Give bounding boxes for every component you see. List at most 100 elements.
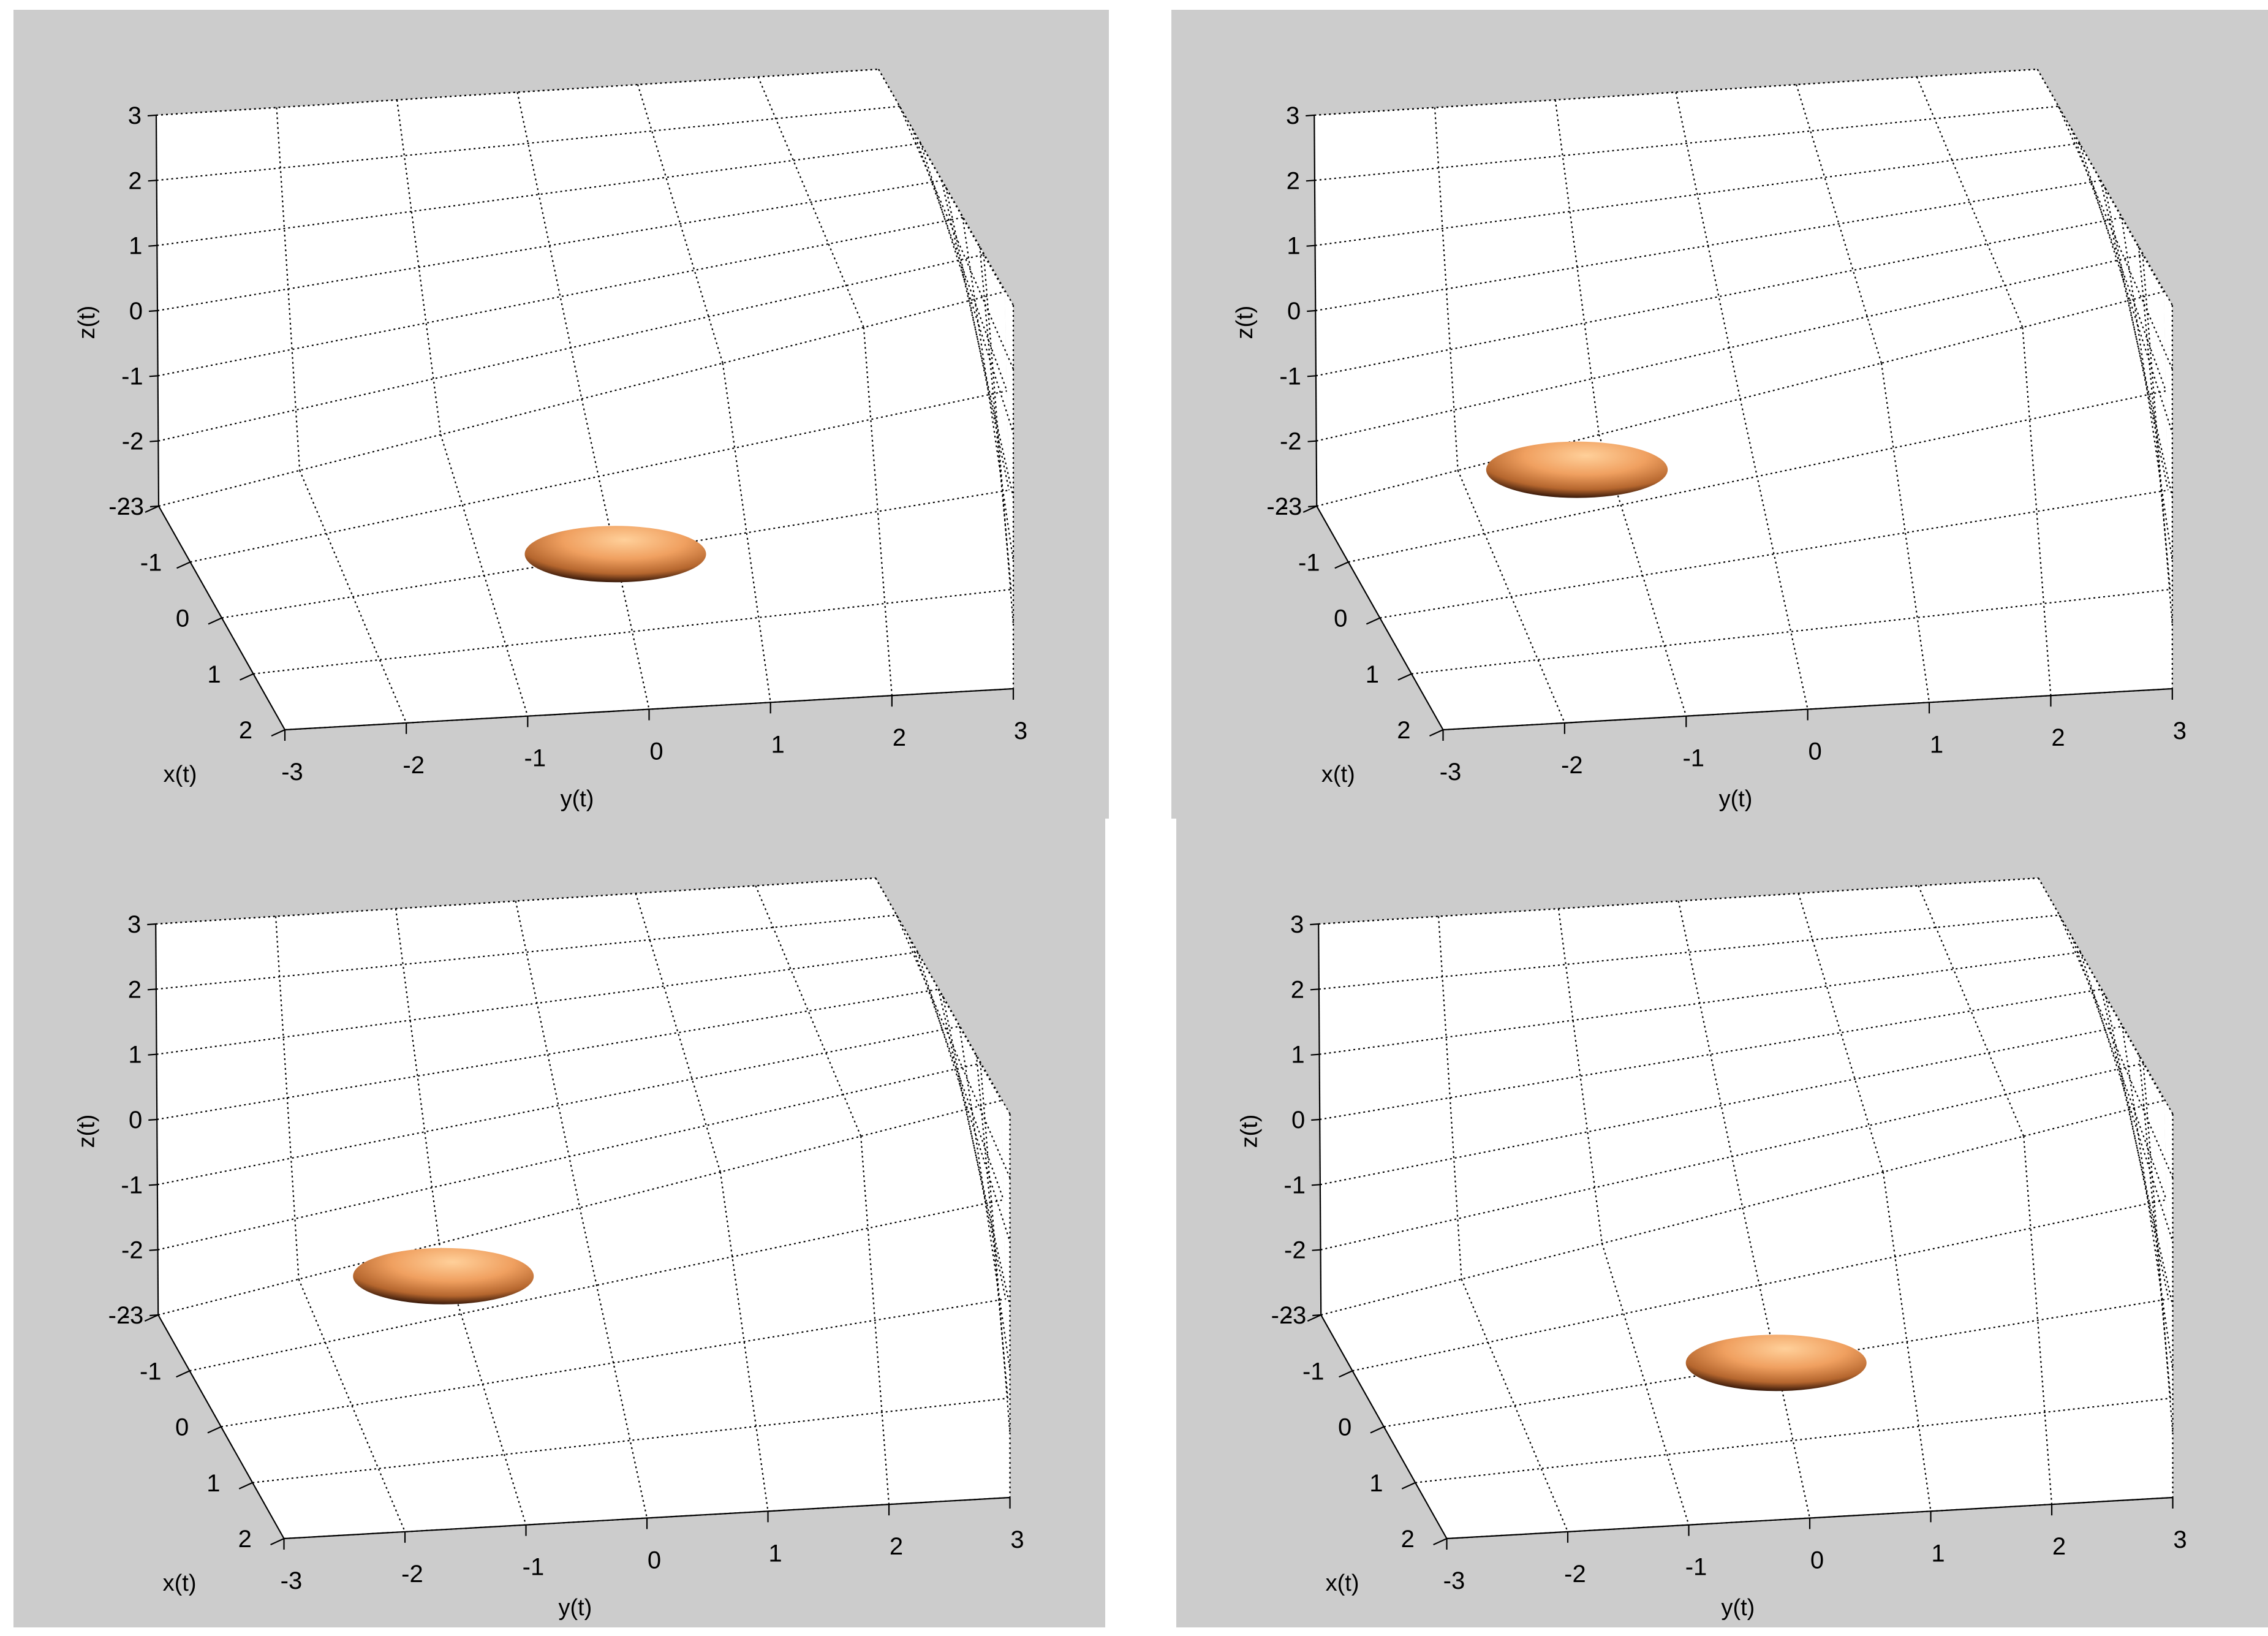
edge-back-top xyxy=(156,68,879,116)
edge-right-top xyxy=(875,877,1011,1115)
floor-grid-x xyxy=(189,1199,1004,1372)
floor-grid-y xyxy=(1601,1243,1690,1525)
back-wall-grid-y xyxy=(1675,92,1741,400)
z-tick-mark xyxy=(1310,988,1319,991)
right-wall-grid-z xyxy=(2142,1063,2174,1434)
x-tick-mark xyxy=(1339,1370,1353,1378)
back-wall-grid-z xyxy=(157,1062,981,1251)
y-tick-label: 0 xyxy=(1809,738,1822,765)
z-tick-label: -1 xyxy=(121,1172,143,1199)
right-wall-grid-z xyxy=(917,952,1011,1243)
x-tick-mark xyxy=(1429,729,1443,737)
x-tick-label: 2 xyxy=(1397,717,1410,744)
x-tick-label: -2 xyxy=(1266,493,1288,520)
z-axis-label: z(t) xyxy=(1237,1115,1263,1148)
x-tick-mark xyxy=(145,505,159,513)
z-tick-label: 1 xyxy=(129,233,142,260)
z-tick-label: 3 xyxy=(128,102,142,129)
z-tick-label: -1 xyxy=(1283,1172,1306,1199)
back-wall-grid-z xyxy=(156,951,918,1055)
x-tick-label: -1 xyxy=(140,1358,162,1385)
back-wall-grid-z xyxy=(1319,951,2081,1055)
floor xyxy=(159,292,1013,730)
z-tick-label: 1 xyxy=(128,1042,142,1069)
back-wall-grid-z xyxy=(1320,1025,2123,1186)
back-wall-grid-z xyxy=(158,254,984,442)
floor xyxy=(1321,1100,2173,1539)
x-tick-label: -1 xyxy=(140,549,162,576)
ellipsoid-point xyxy=(1486,441,1668,498)
x-tick-mark xyxy=(1370,1426,1385,1434)
x-tick-mark xyxy=(208,617,222,625)
back-wall-grid-z xyxy=(156,914,897,990)
y-tick-label: 2 xyxy=(890,1533,903,1560)
back-wall-grid-z xyxy=(156,105,900,181)
z-tick-mark xyxy=(1312,1249,1321,1251)
y-tick-label: -1 xyxy=(1685,1554,1707,1581)
floor-grid-y xyxy=(1880,363,1930,703)
z-tick-mark xyxy=(148,1184,157,1186)
x-axis-label: x(t) xyxy=(1326,1570,1359,1596)
z-tick-mark xyxy=(1310,923,1319,926)
x-tick-label: 1 xyxy=(1369,1470,1383,1497)
z-axis-label: z(t) xyxy=(74,306,100,339)
edge-right-top xyxy=(2038,877,2174,1115)
z-tick-label: 1 xyxy=(1287,233,1300,260)
back-wall-grid-z xyxy=(1320,1062,2144,1251)
y-axis-label: y(t) xyxy=(1721,1595,1755,1621)
z-tick-mark xyxy=(149,1249,158,1251)
floor-grid-y xyxy=(298,1279,406,1532)
x-axis-label: x(t) xyxy=(163,1570,197,1596)
z-tick-label: 3 xyxy=(1286,102,1299,129)
y-tick-label: -3 xyxy=(1443,1567,1465,1594)
z-tick-mark xyxy=(147,923,156,926)
y-axis-label: y(t) xyxy=(561,786,594,812)
y-tick-label: 2 xyxy=(893,724,906,751)
z-tick-label: 0 xyxy=(129,298,143,325)
back-wall xyxy=(1314,69,2164,506)
right-wall-grid-z xyxy=(2120,217,2173,561)
y-tick-label: 0 xyxy=(649,738,663,765)
right-wall-grid-z xyxy=(980,1063,1011,1434)
x-tick-label: -2 xyxy=(108,493,130,520)
y-tick-label: -2 xyxy=(1561,752,1583,779)
z-tick-label: 2 xyxy=(128,976,142,1003)
y-axis-label: y(t) xyxy=(1719,786,1753,812)
z-tick-mark xyxy=(148,1118,157,1121)
right-wall-grid-z xyxy=(937,989,1011,1306)
floor-grid-y xyxy=(299,470,407,724)
z-tick-label: 3 xyxy=(127,911,141,938)
x-tick-mark xyxy=(270,1537,284,1546)
z-tick-mark xyxy=(1311,1118,1320,1121)
x-tick-label: -2 xyxy=(1271,1302,1293,1329)
back-wall xyxy=(1318,878,2164,1315)
y-tick-label: -2 xyxy=(1564,1561,1586,1588)
floor-grid-x xyxy=(1380,489,2168,619)
floor-grid-x xyxy=(1415,1397,2171,1483)
x-tick-mark xyxy=(1433,1537,1447,1546)
z-tick-label: 2 xyxy=(1291,976,1304,1003)
floor xyxy=(158,1100,1010,1539)
x-tick-label: -2 xyxy=(108,1302,130,1329)
z-tick-label: -2 xyxy=(121,1237,143,1264)
z-tick-label: -2 xyxy=(122,428,144,455)
y-tick-label: 3 xyxy=(2173,718,2187,744)
x-tick-mark xyxy=(1366,617,1380,625)
z-tick-mark xyxy=(1306,180,1315,182)
floor-grid-x xyxy=(1352,1199,2167,1372)
back-wall-grid-y xyxy=(1918,885,2025,1137)
edge-right-top xyxy=(878,69,1014,306)
z-tick-label: -1 xyxy=(1279,363,1301,390)
y-tick-label: -1 xyxy=(524,745,546,772)
z-tick-label: -3 xyxy=(1285,1302,1307,1329)
y-tick-label: -2 xyxy=(403,752,425,779)
y-tick-label: 0 xyxy=(648,1547,661,1574)
floor-grid-y xyxy=(1457,470,1565,724)
y-tick-label: 3 xyxy=(2173,1526,2187,1553)
z-tick-label: -2 xyxy=(1284,1237,1306,1264)
back-wall-grid-z xyxy=(157,142,921,246)
z-tick-label: 2 xyxy=(128,167,142,194)
back-wall-grid-y xyxy=(757,77,864,328)
right-wall-grid-z xyxy=(2100,180,2173,498)
